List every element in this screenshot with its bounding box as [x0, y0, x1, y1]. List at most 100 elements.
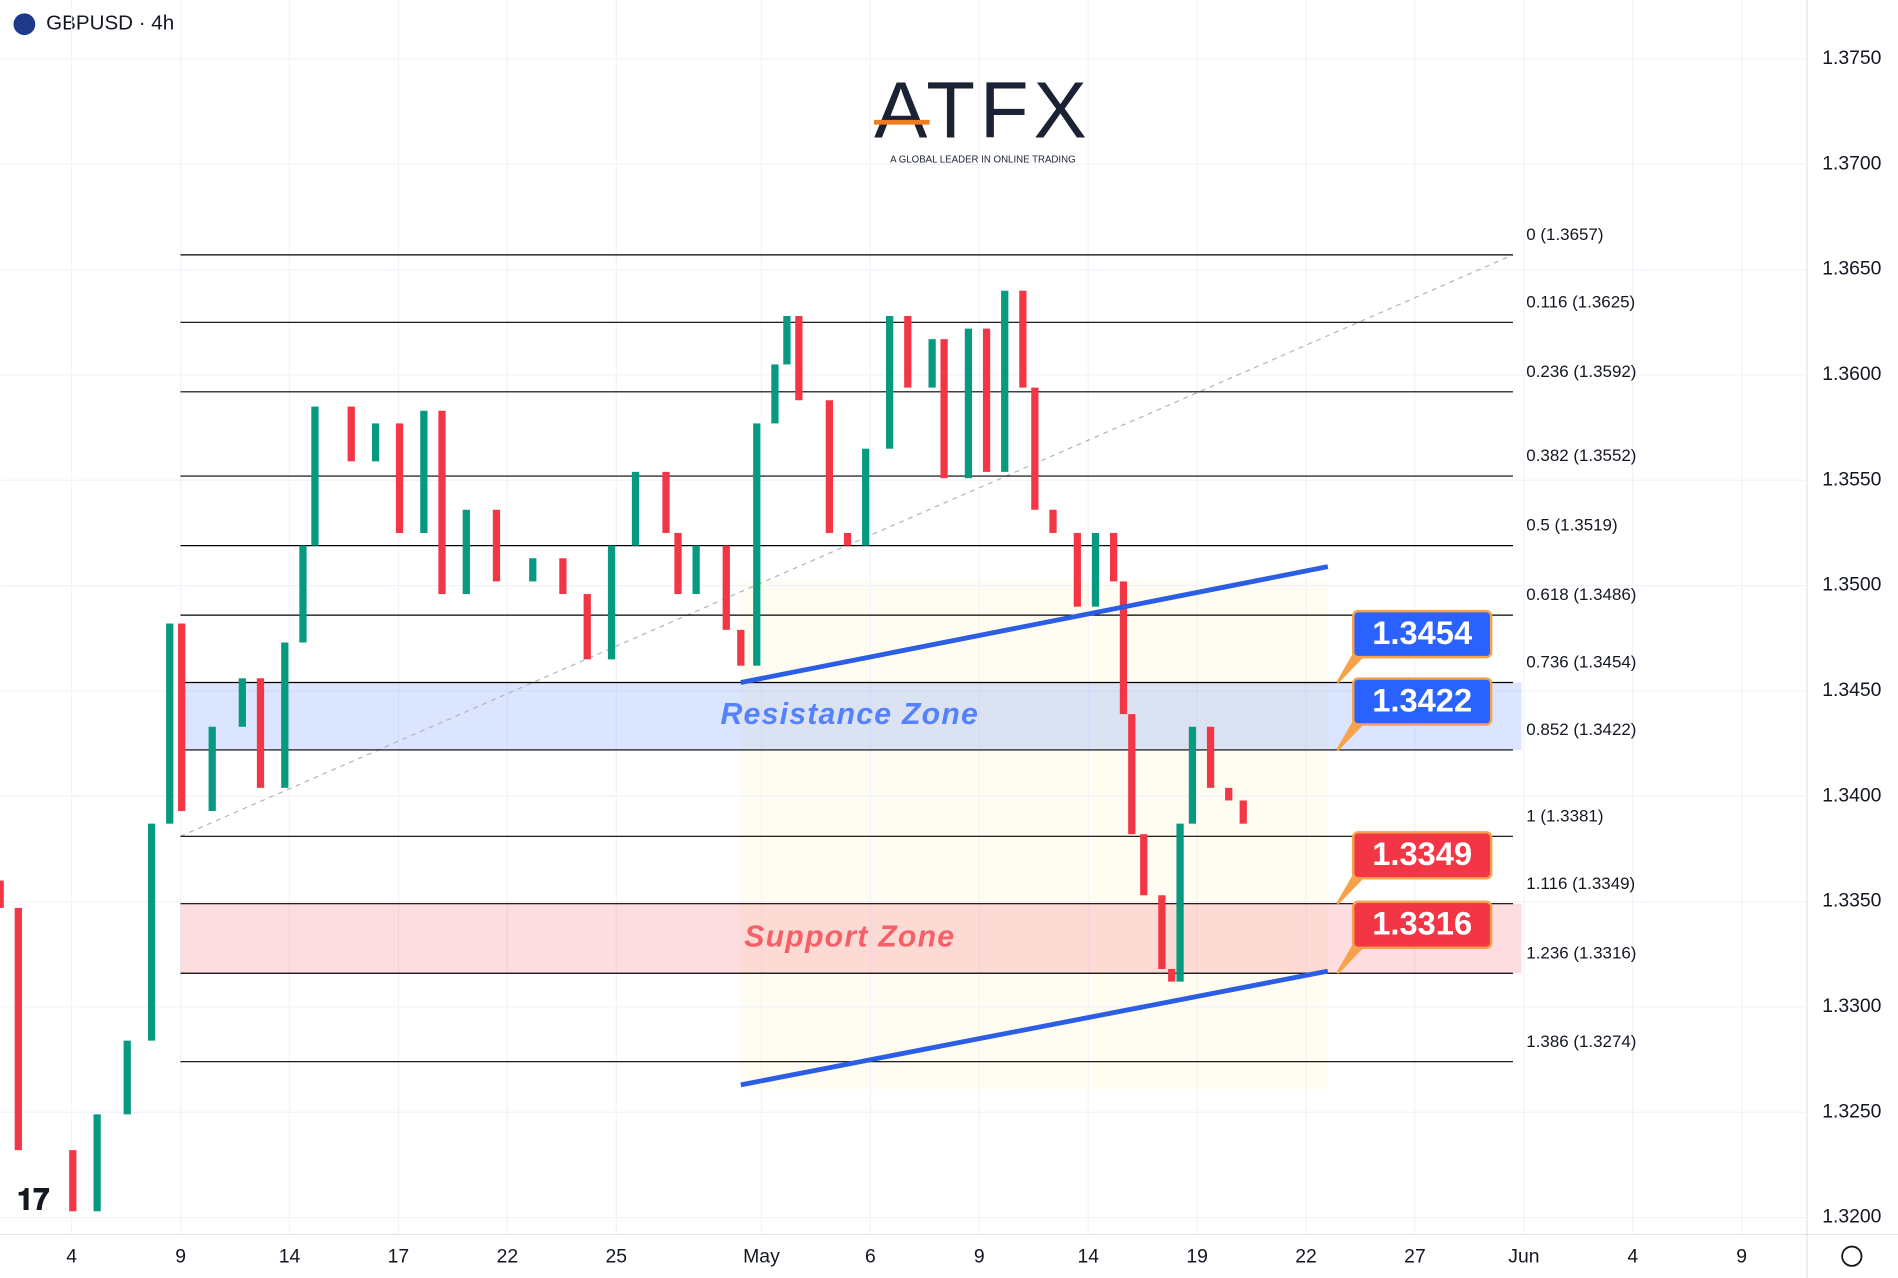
- y-tick-label: 1.3600: [1822, 363, 1881, 385]
- candle-body: [371, 423, 380, 462]
- candle-body: [795, 315, 803, 401]
- candle-body: [1239, 800, 1247, 824]
- fib-label: 0.852 (1.3422): [1526, 720, 1636, 739]
- callout-box: [1352, 677, 1493, 726]
- settings-icon[interactable]: [1841, 1245, 1863, 1267]
- fib-label: 1.386 (1.3274): [1526, 1032, 1636, 1051]
- fib-label: 0 (1.3657): [1526, 225, 1603, 244]
- candle-body: [1168, 969, 1176, 982]
- candle-body: [771, 364, 779, 424]
- tv-logo: 𝟏𝟕: [17, 1184, 49, 1216]
- y-tick-label: 1.3200: [1822, 1206, 1881, 1228]
- candle-body: [1188, 726, 1197, 824]
- fib-label: 1 (1.3381): [1526, 806, 1603, 825]
- candle-body: [607, 545, 616, 660]
- candle-body: [928, 339, 936, 388]
- candle-body: [1001, 290, 1009, 472]
- x-tick-label: 9: [974, 1246, 985, 1268]
- candle-body: [438, 410, 446, 595]
- symbol-header[interactable]: GBPUSD · 4h: [13, 12, 174, 36]
- candle-body: [1110, 532, 1118, 582]
- candle-body: [1158, 895, 1166, 970]
- candle-body: [583, 594, 591, 660]
- x-tick-label: Jun: [1508, 1246, 1539, 1268]
- candle-body: [964, 328, 973, 479]
- logo-brand: ATFX: [874, 65, 1092, 154]
- candle-body: [208, 726, 216, 812]
- candle-body: [14, 907, 22, 1151]
- callout-label: 1.3422: [1372, 681, 1472, 718]
- fib-label: 0.382 (1.3552): [1526, 446, 1636, 465]
- candle-body: [1225, 787, 1233, 801]
- candle-body: [311, 406, 319, 546]
- y-tick-label: 1.3300: [1822, 995, 1881, 1017]
- candle-body: [420, 410, 428, 533]
- candle-body: [843, 532, 852, 546]
- callout-label: 1.3349: [1372, 835, 1472, 872]
- candle-body: [256, 678, 265, 788]
- x-tick-label: 22: [1295, 1246, 1317, 1268]
- candle-body: [1019, 290, 1027, 388]
- candle-body: [1128, 714, 1136, 835]
- logo-tagline: A GLOBAL LEADER IN ONLINE TRADING: [890, 154, 1075, 165]
- candle-body: [722, 545, 730, 630]
- candle-body: [1119, 581, 1128, 715]
- zone-label: Support Zone: [744, 920, 955, 953]
- candle-body: [281, 642, 289, 788]
- zone-label: Resistance Zone: [720, 698, 979, 731]
- x-tick-label: 9: [175, 1246, 186, 1268]
- y-tick-label: 1.3550: [1822, 468, 1881, 490]
- y-tick-label: 1.3700: [1822, 152, 1881, 174]
- y-tick-label: 1.3650: [1822, 258, 1881, 280]
- x-tick-label: 4: [66, 1246, 77, 1268]
- candle-body: [862, 448, 870, 546]
- trendline: [740, 564, 1329, 685]
- candle-body: [69, 1150, 77, 1212]
- candle-body: [166, 623, 174, 824]
- candle-body: [462, 509, 470, 595]
- x-tick-label: 14: [279, 1246, 301, 1268]
- y-tick-label: 1.3450: [1822, 679, 1881, 701]
- candle-body: [982, 328, 991, 472]
- candle-body: [1049, 509, 1057, 533]
- x-tick-label: 4: [1627, 1246, 1638, 1268]
- candle-body: [674, 532, 682, 595]
- candle-body: [940, 339, 948, 479]
- x-tick-label: 27: [1404, 1246, 1426, 1268]
- candle-body: [825, 400, 834, 533]
- candle-body: [1176, 823, 1184, 982]
- fib-label: 1.116 (1.3349): [1526, 874, 1635, 893]
- candle-body: [783, 315, 791, 365]
- x-tick-label: 17: [388, 1246, 410, 1268]
- y-tick-label: 1.3350: [1822, 890, 1881, 912]
- callout-box: [1352, 900, 1493, 950]
- candle-body: [0, 880, 4, 908]
- candle-body: [347, 406, 355, 462]
- x-tick-label: 6: [865, 1246, 876, 1268]
- candle-body: [737, 629, 745, 666]
- settings-ring: [1841, 1245, 1863, 1267]
- fib-label: 0.5 (1.3519): [1526, 516, 1617, 535]
- candle-body: [1031, 387, 1039, 510]
- candle-body: [492, 509, 501, 582]
- y-tick-label: 1.3250: [1822, 1100, 1881, 1122]
- candle-body: [1091, 532, 1100, 607]
- candle-body: [395, 423, 404, 533]
- candle-body: [904, 315, 912, 388]
- candle-body: [631, 471, 640, 546]
- fib-label: 0.236 (1.3592): [1526, 362, 1636, 381]
- candle-body: [886, 315, 894, 449]
- candle-body: [753, 423, 761, 666]
- fib-label: 0.116 (1.3625): [1526, 292, 1635, 311]
- y-tick-label: 1.3400: [1822, 784, 1881, 806]
- candle-body: [147, 823, 156, 1041]
- x-tick-label: 22: [497, 1246, 519, 1268]
- zone: [180, 903, 1522, 974]
- flag-icon: [13, 13, 36, 36]
- candle-body: [692, 545, 700, 595]
- trendline: [740, 968, 1329, 1088]
- candle-body: [123, 1040, 131, 1115]
- y-tick-label: 1.3750: [1822, 47, 1881, 69]
